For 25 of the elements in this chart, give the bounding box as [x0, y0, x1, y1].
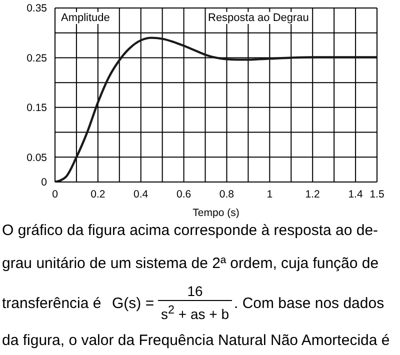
x-tick-label: 1.2 — [305, 188, 320, 200]
text: da figura, o valor da Frequência Natural Não Amortecida é — [2, 332, 390, 349]
text: . Com base nos dados — [234, 295, 384, 312]
y-tick-label: 0 — [41, 176, 48, 189]
x-tick-label: 0.6 — [176, 188, 192, 200]
annotation: Amplitude — [61, 12, 110, 24]
x-tick-label: 0.2 — [90, 188, 106, 200]
text: grau unitário de um sistema de 2ª ordem, cuja função de — [2, 255, 379, 272]
x-tick-label: 0.4 — [134, 188, 148, 200]
y-tick-label: 0.05 — [26, 152, 48, 164]
y-tick-label: 0.15 — [26, 102, 48, 114]
text: 16 — [187, 283, 203, 299]
x-tick-label: 1.4 — [348, 188, 363, 200]
text: s$^{2}$ + as + b — [161, 303, 229, 322]
y-tick-label: 0.35 — [26, 2, 48, 15]
text: transferência é — [2, 295, 102, 312]
x-tick-label: 1 — [266, 188, 273, 200]
x-axis-title: Tempo (s) — [192, 207, 240, 219]
y-tick-label: 0.25 — [26, 52, 48, 64]
x-tick-label: 0 — [52, 188, 58, 200]
x-tick-label: 0.8 — [219, 188, 234, 200]
annotation: Resposta ao Degrau — [208, 12, 309, 24]
text: O gráfico da figura acima corresponde à resposta ao de- — [2, 222, 378, 239]
x-tick-label: 1.5 — [370, 188, 384, 200]
text: G(s) = — [112, 295, 154, 312]
